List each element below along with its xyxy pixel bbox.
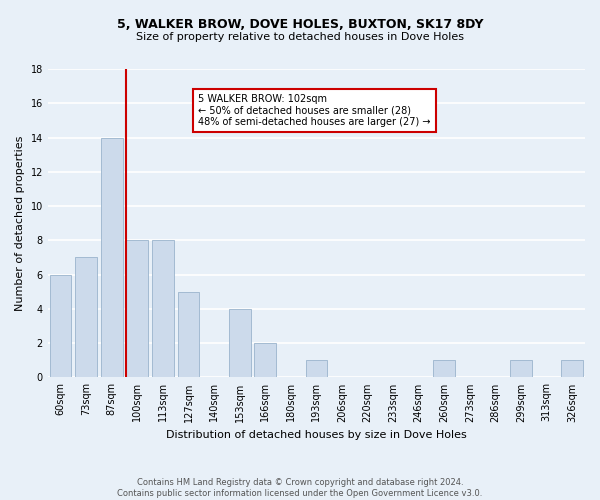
Bar bbox=[152, 240, 174, 378]
Text: 5, WALKER BROW, DOVE HOLES, BUXTON, SK17 8DY: 5, WALKER BROW, DOVE HOLES, BUXTON, SK17… bbox=[117, 18, 483, 30]
Text: Contains HM Land Registry data © Crown copyright and database right 2024.
Contai: Contains HM Land Registry data © Crown c… bbox=[118, 478, 482, 498]
Bar bbox=[127, 240, 148, 378]
Bar bbox=[562, 360, 583, 378]
Bar bbox=[178, 292, 199, 378]
Y-axis label: Number of detached properties: Number of detached properties bbox=[15, 136, 25, 311]
Bar bbox=[254, 343, 276, 378]
Bar bbox=[229, 309, 251, 378]
Bar bbox=[50, 274, 71, 378]
Text: Size of property relative to detached houses in Dove Holes: Size of property relative to detached ho… bbox=[136, 32, 464, 42]
Text: 5 WALKER BROW: 102sqm
← 50% of detached houses are smaller (28)
48% of semi-deta: 5 WALKER BROW: 102sqm ← 50% of detached … bbox=[198, 94, 431, 127]
Bar bbox=[75, 258, 97, 378]
Bar bbox=[510, 360, 532, 378]
X-axis label: Distribution of detached houses by size in Dove Holes: Distribution of detached houses by size … bbox=[166, 430, 467, 440]
Bar bbox=[101, 138, 122, 378]
Bar bbox=[305, 360, 327, 378]
Bar bbox=[433, 360, 455, 378]
